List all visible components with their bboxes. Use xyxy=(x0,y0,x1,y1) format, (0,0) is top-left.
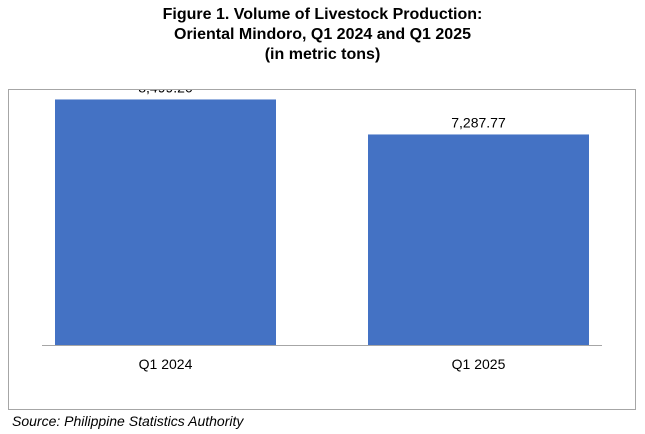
bar-chart: 8,499.20 Q1 2024 7,287.77 Q1 2025 xyxy=(42,90,602,372)
data-label-q1-2025: 7,287.77 xyxy=(451,114,506,130)
chart-title: Figure 1. Volume of Livestock Production… xyxy=(0,5,645,65)
bar-q1-2025 xyxy=(368,134,589,345)
x-tick-label-q1-2025: Q1 2025 xyxy=(452,356,506,372)
chart-title-line-1: Figure 1. Volume of Livestock Production… xyxy=(162,6,483,23)
chart-title-line-3: (in metric tons) xyxy=(264,46,381,63)
data-label-q1-2024: 8,499.20 xyxy=(138,90,193,95)
chart-title-line-2: Oriental Mindoro, Q1 2024 and Q1 2025 xyxy=(174,26,471,43)
x-tick-label-q1-2024: Q1 2024 xyxy=(139,356,193,372)
bar-q1-2024 xyxy=(55,99,276,345)
chart-area: 8,499.20 Q1 2024 7,287.77 Q1 2025 xyxy=(8,89,636,410)
source-note: Source: Philippine Statistics Authority xyxy=(12,413,244,429)
